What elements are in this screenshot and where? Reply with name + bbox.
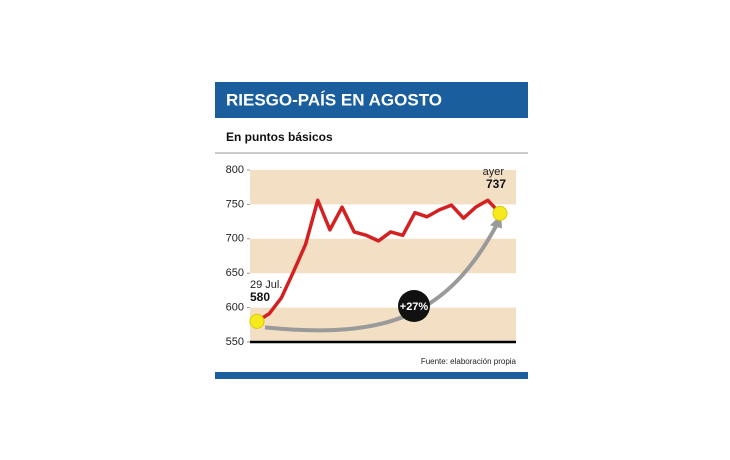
y-tick-label: 650 <box>226 267 244 279</box>
end-label: ayer <box>483 166 505 178</box>
y-tick-label: 550 <box>226 336 244 348</box>
value-label: 580 <box>250 290 270 304</box>
footer-bar <box>215 372 528 379</box>
annotation-badge <box>398 290 430 322</box>
chart-subtitle: En puntos básicos <box>226 130 333 144</box>
annotation: +27% <box>400 301 429 313</box>
end-marker <box>249 313 265 329</box>
source: Fuente: elaboración propia <box>421 357 517 366</box>
end-marker <box>492 205 508 221</box>
y-tick-label: 700 <box>226 233 244 245</box>
header-bar <box>215 82 528 118</box>
chart-title: RIESGO-PAÍS EN AGOSTO <box>226 90 442 109</box>
y-tick-label: 800 <box>226 164 244 176</box>
value-label: 737 <box>486 177 506 191</box>
line <box>256 198 502 323</box>
y-tick-label: 600 <box>226 302 244 314</box>
start-label: 29 Jul. <box>250 279 282 291</box>
band <box>250 170 516 205</box>
y-tick-label: 750 <box>226 198 244 210</box>
